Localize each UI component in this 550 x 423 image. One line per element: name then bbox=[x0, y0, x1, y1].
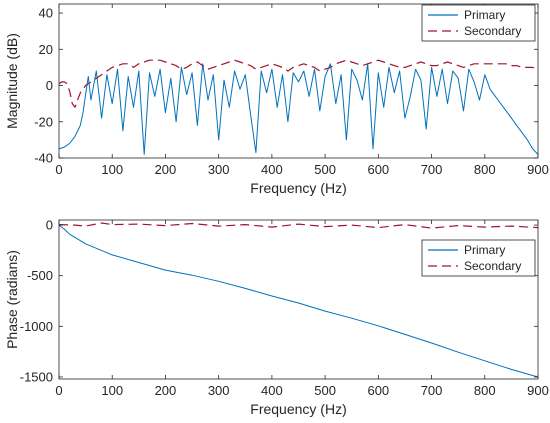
phase-axes-box bbox=[58, 219, 539, 380]
magnitude-x-tick-label: 0 bbox=[55, 162, 62, 177]
magnitude-x-tick-label: 400 bbox=[261, 162, 283, 177]
magnitude-y-tick-label: 40 bbox=[39, 6, 53, 21]
magnitude-y-tick-label: 20 bbox=[39, 42, 53, 57]
phase-y-tick-label: 0 bbox=[46, 218, 53, 233]
phase-y-tick-label: -500 bbox=[27, 268, 53, 283]
magnitude-y-tick-label: -20 bbox=[34, 114, 53, 129]
magnitude-x-tick-label: 100 bbox=[101, 162, 123, 177]
phase-legend: Primary Secondary bbox=[421, 239, 536, 277]
magnitude-y-tick-label: -40 bbox=[34, 151, 53, 166]
magnitude-legend-box bbox=[421, 4, 536, 42]
magnitude-plot: 0 100 200 300 400 500 600 700 800 900 -40 -20 0 20 40 F… bbox=[4, 3, 549, 196]
phase-x-tick-label: 700 bbox=[421, 383, 443, 398]
phase-x-tick-label: 500 bbox=[314, 383, 336, 398]
magnitude-y-tick-label: 0 bbox=[46, 78, 53, 93]
phase-y-tick-label: -1000 bbox=[20, 319, 53, 334]
magnitude-x-tick-label: 200 bbox=[155, 162, 177, 177]
phase-x-tick-label: 0 bbox=[55, 383, 62, 398]
phase-x-tick-label: 800 bbox=[474, 383, 496, 398]
magnitude-legend-label-secondary: Secondary bbox=[464, 24, 521, 38]
phase-legend-label-primary: Primary bbox=[464, 243, 505, 257]
phase-x-tick-label: 300 bbox=[208, 383, 230, 398]
phase-legend-label-secondary: Secondary bbox=[464, 259, 521, 273]
magnitude-x-tick-label: 900 bbox=[527, 162, 549, 177]
magnitude-x-axis-label: Frequency (Hz) bbox=[250, 180, 346, 196]
magnitude-legend: Primary Secondary bbox=[421, 4, 536, 42]
phase-plot: 0 100 200 300 400 500 600 700 800 900 -1500 -1000 -5… bbox=[4, 218, 549, 417]
phase-y-tick-label: -1500 bbox=[20, 369, 53, 384]
phase-x-tick-label: 900 bbox=[527, 383, 549, 398]
phase-x-tick-label: 400 bbox=[261, 383, 283, 398]
magnitude-axes-box bbox=[58, 3, 539, 159]
phase-legend-box bbox=[421, 239, 536, 277]
phase-x-axis-label: Frequency (Hz) bbox=[250, 401, 346, 417]
magnitude-x-tick-label: 600 bbox=[367, 162, 389, 177]
phase-x-tick-label: 600 bbox=[367, 383, 389, 398]
magnitude-x-tick-label: 700 bbox=[421, 162, 443, 177]
magnitude-legend-label-primary: Primary bbox=[464, 8, 505, 22]
magnitude-x-tick-label: 300 bbox=[208, 162, 230, 177]
phase-series-secondary bbox=[59, 222, 538, 229]
magnitude-series-primary bbox=[59, 63, 538, 155]
magnitude-x-tick-label: 800 bbox=[474, 162, 496, 177]
magnitude-series-secondary bbox=[59, 59, 538, 108]
magnitude-y-axis-label: Magnitude (dB) bbox=[4, 33, 20, 129]
phase-x-tick-label: 200 bbox=[155, 383, 177, 398]
phase-y-axis-label: Phase (radians) bbox=[4, 250, 20, 349]
magnitude-x-tick-label: 500 bbox=[314, 162, 336, 177]
phase-x-tick-label: 100 bbox=[101, 383, 123, 398]
phase-series-primary bbox=[59, 224, 538, 378]
